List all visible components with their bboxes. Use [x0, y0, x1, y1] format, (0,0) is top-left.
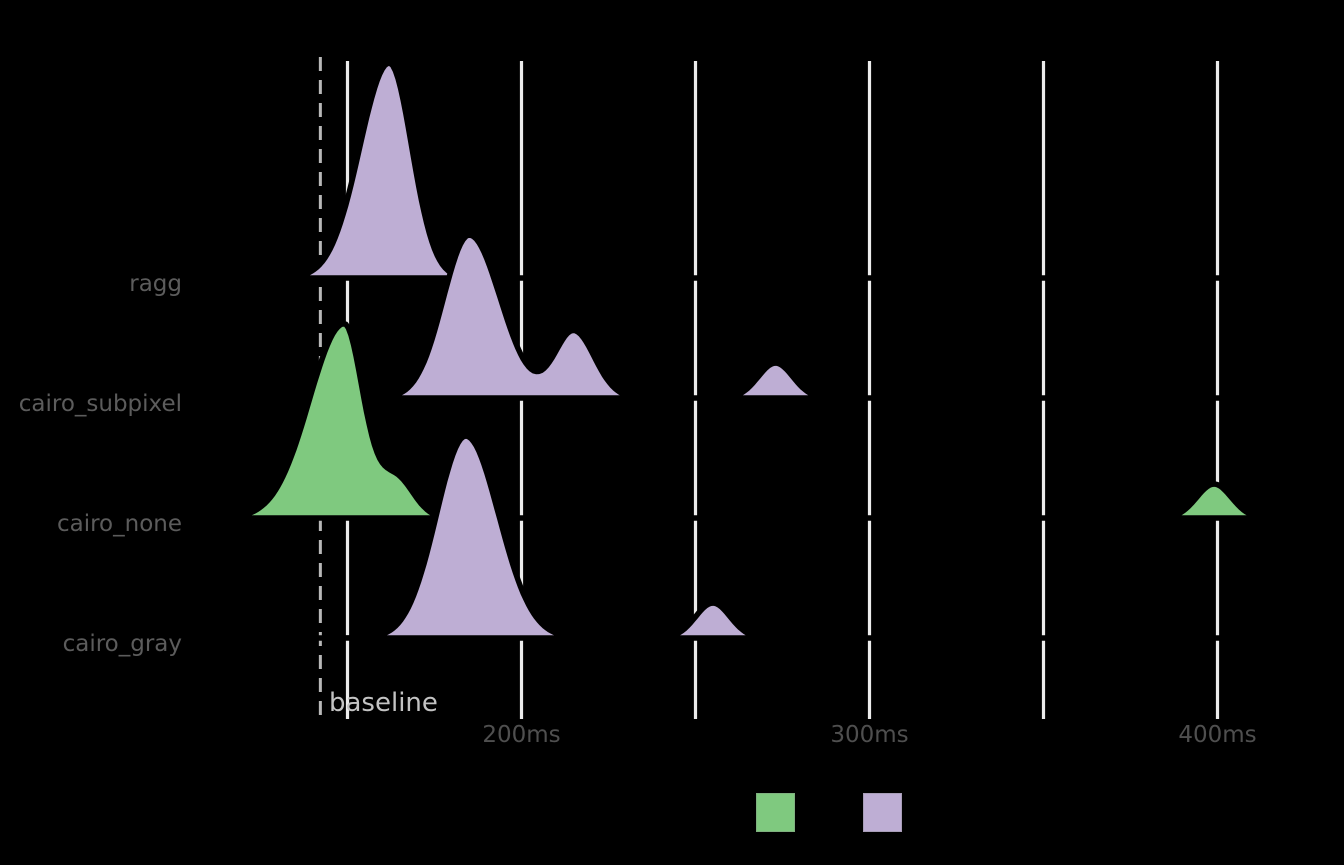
density-cairo_none	[170, 320, 1344, 521]
density-ragg	[170, 60, 1344, 281]
baseline-annotation: baseline	[329, 688, 438, 718]
row-label-cairo_none: cairo_none	[56, 511, 182, 537]
x-tick-label-300ms: 300ms	[830, 722, 909, 748]
density-ridges	[170, 60, 1344, 641]
x-tick-label-400ms: 400ms	[1178, 722, 1257, 748]
density-cairo_subpixel	[170, 232, 1344, 401]
row-label-ragg: ragg	[129, 271, 182, 297]
x-tick-label-200ms: 200ms	[482, 722, 561, 748]
gridlines	[345, 61, 1220, 719]
row-label-cairo_gray: cairo_gray	[62, 631, 182, 657]
row-label-cairo_subpixel: cairo_subpixel	[18, 391, 182, 417]
legend-swatch-green	[756, 793, 795, 832]
legend-swatch-purple	[863, 793, 902, 832]
density-cairo_gray	[170, 433, 1344, 641]
